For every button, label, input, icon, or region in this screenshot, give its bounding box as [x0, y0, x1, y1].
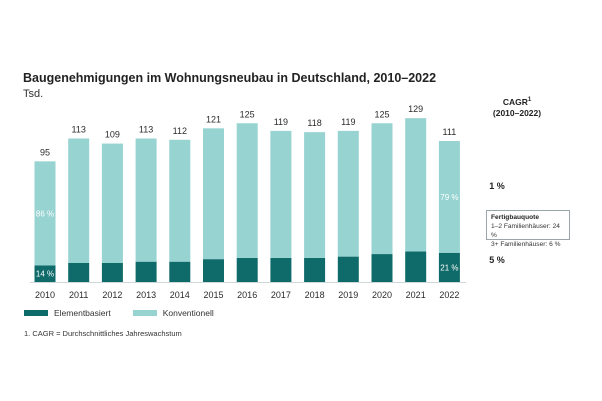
- total-label-2019: 119: [341, 117, 355, 127]
- bar-konventionell-2015: [203, 128, 224, 260]
- x-tick-2018: 2018: [305, 290, 325, 300]
- footnote: 1. CAGR = Durchschnittliches Jahreswachs…: [24, 329, 182, 338]
- bar-elementbasiert-2018: [304, 257, 326, 282]
- share-label-konventionell-2010: 86 %: [36, 209, 54, 218]
- total-label-2015: 121: [206, 114, 221, 124]
- bar-elementbasiert-2017: [270, 257, 292, 282]
- legend: Elementbasiert Konventionell: [24, 308, 214, 318]
- chart-title: Baugenehmigungen im Wohnungsneubau in De…: [23, 71, 437, 85]
- bar-konventionell-2014: [169, 139, 191, 262]
- share-label-elementbasiert-2010: 14 %: [36, 270, 54, 279]
- x-tick-2019: 2019: [338, 290, 358, 300]
- total-label-2012: 109: [105, 130, 120, 140]
- x-tick-2013: 2013: [136, 290, 156, 300]
- cagr-period: (2010–2022): [492, 107, 542, 118]
- bar-elementbasiert-2012: [101, 262, 123, 282]
- cagr-footnote-mark: 1: [527, 97, 532, 103]
- bar-konventionell-2012: [101, 143, 123, 263]
- x-tick-2011: 2011: [69, 290, 88, 300]
- total-label-2020: 125: [374, 109, 389, 119]
- total-label-2013: 113: [139, 124, 153, 134]
- cagr-konventionell: 1 %: [489, 181, 505, 191]
- total-label-2014: 112: [173, 126, 187, 136]
- bar-elementbasiert-2020: [371, 254, 393, 282]
- total-label-2016: 125: [240, 109, 255, 119]
- legend-label-elementbasiert: Elementbasiert: [54, 308, 111, 318]
- fertigbauquote-callout: Fertigbauquote 1–2 Familienhäuser: 24 % …: [486, 210, 570, 248]
- bar-elementbasiert-2013: [135, 261, 157, 282]
- callout-line-1: 1–2 Familienhäuser: 24 %: [491, 223, 560, 239]
- legend-item-konventionell: Konventionell: [132, 308, 214, 318]
- bar-elementbasiert-2010: [34, 265, 56, 282]
- x-tick-2015: 2015: [203, 290, 223, 300]
- share-label-konventionell-2022: 79 %: [440, 193, 458, 202]
- total-label-2018: 118: [307, 118, 321, 128]
- bar-konventionell-2017: [270, 130, 292, 258]
- share-label-elementbasiert-2022: 21 %: [440, 263, 458, 272]
- total-label-2022: 111: [443, 127, 457, 137]
- legend-label-konventionell: Konventionell: [162, 308, 214, 318]
- total-label-2010: 95: [40, 147, 50, 157]
- legend-swatch-konventionell: [132, 310, 157, 316]
- bar-konventionell-2020: [371, 123, 393, 255]
- cagr-elementbasiert: 5 %: [489, 255, 505, 265]
- callout-title: Fertigbauquote: [491, 214, 539, 221]
- total-label-2011: 113: [72, 124, 86, 134]
- total-label-2021: 129: [408, 104, 423, 114]
- bar-konventionell-2016: [236, 123, 258, 258]
- legend-swatch-elementbasiert: [24, 310, 48, 316]
- bar-konventionell-2011: [68, 138, 90, 263]
- bar-elementbasiert-2016: [236, 257, 258, 282]
- x-tick-2020: 2020: [372, 290, 392, 300]
- cagr-heading: CAGR1 (2010–2022): [476, 95, 558, 119]
- legend-item-elementbasiert: Elementbasiert: [24, 308, 111, 318]
- bar-elementbasiert-2011: [68, 262, 90, 282]
- x-tick-2016: 2016: [237, 290, 257, 300]
- x-tick-2010: 2010: [35, 290, 55, 300]
- unit-label: Tsd.: [23, 88, 44, 100]
- bar-elementbasiert-2015: [203, 259, 224, 282]
- total-label-2017: 119: [274, 117, 288, 127]
- bar-konventionell-2010: [34, 161, 56, 266]
- bar-konventionell-2018: [304, 132, 326, 258]
- bar-elementbasiert-2014: [169, 261, 191, 282]
- bar-konventionell-2021: [405, 118, 427, 252]
- x-tick-2022: 2022: [439, 290, 459, 300]
- bar-elementbasiert-2021: [405, 251, 427, 282]
- x-tick-2017: 2017: [271, 290, 291, 300]
- x-tick-2014: 2014: [170, 290, 190, 300]
- bar-konventionell-2019: [337, 130, 359, 257]
- bar-konventionell-2013: [135, 138, 157, 262]
- callout-line-2: 3+ Familienhäuser: 6 %: [491, 241, 561, 248]
- cagr-heading-main: CAGR: [502, 96, 528, 107]
- bar-konventionell-2022: [438, 141, 460, 253]
- bar-elementbasiert-2022: [438, 252, 460, 282]
- x-tick-2012: 2012: [102, 290, 122, 300]
- x-tick-2021: 2021: [406, 290, 426, 300]
- bar-elementbasiert-2019: [337, 256, 359, 282]
